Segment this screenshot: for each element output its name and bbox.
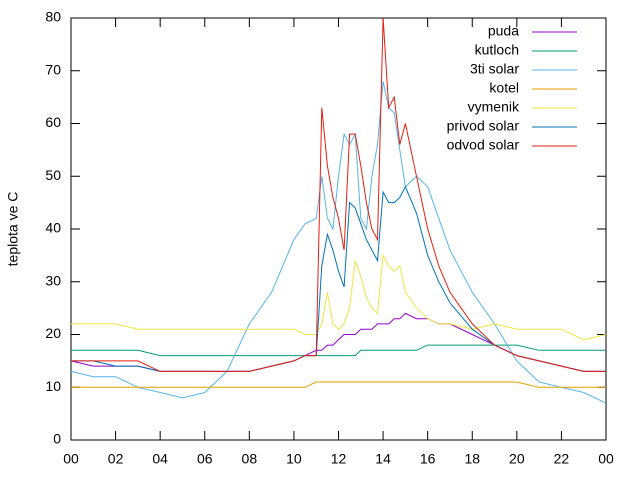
x-tick-label: 20 — [509, 451, 525, 467]
x-tick-label: 22 — [554, 451, 570, 467]
y-tick-label: 0 — [53, 431, 61, 447]
legend-label: 3ti solar — [470, 61, 519, 77]
series-line — [70, 312, 606, 372]
series-line — [71, 381, 606, 388]
legend-label: odvod solar — [447, 137, 520, 153]
x-tick-label: 04 — [152, 451, 168, 467]
y-tick-label: 60 — [45, 114, 61, 130]
legend-label: puda — [488, 23, 519, 39]
series-line — [71, 253, 607, 341]
series-line — [71, 344, 606, 357]
x-tick-label: 06 — [197, 451, 213, 467]
y-tick-label: 30 — [45, 272, 61, 288]
x-tick-label: 10 — [286, 451, 302, 467]
y-tick-label: 70 — [45, 61, 61, 77]
y-axis-label: teplota ve C — [5, 192, 21, 267]
legend-label: kutloch — [475, 42, 519, 58]
y-tick-label: 80 — [45, 9, 61, 25]
series-line — [70, 81, 607, 404]
y-tick-label: 50 — [45, 167, 61, 183]
series-line — [71, 185, 606, 372]
legend-label: privod solar — [447, 118, 520, 134]
series-line — [71, 17, 606, 372]
x-tick-label: 12 — [331, 451, 347, 467]
x-tick-label: 08 — [242, 451, 258, 467]
x-tick-label: 14 — [375, 451, 391, 467]
y-tick-label: 10 — [45, 378, 61, 394]
legend-label: kotel — [489, 80, 519, 96]
plot-border — [70, 17, 607, 441]
legend-label: vymenik — [468, 99, 520, 115]
x-tick-label: 00 — [63, 451, 79, 467]
y-tick-label: 40 — [45, 220, 61, 236]
x-tick-label: 00 — [598, 451, 614, 467]
y-tick-label: 20 — [45, 325, 61, 341]
x-tick-label: 02 — [108, 451, 124, 467]
x-tick-label: 18 — [464, 451, 480, 467]
x-tick-label: 16 — [420, 451, 436, 467]
